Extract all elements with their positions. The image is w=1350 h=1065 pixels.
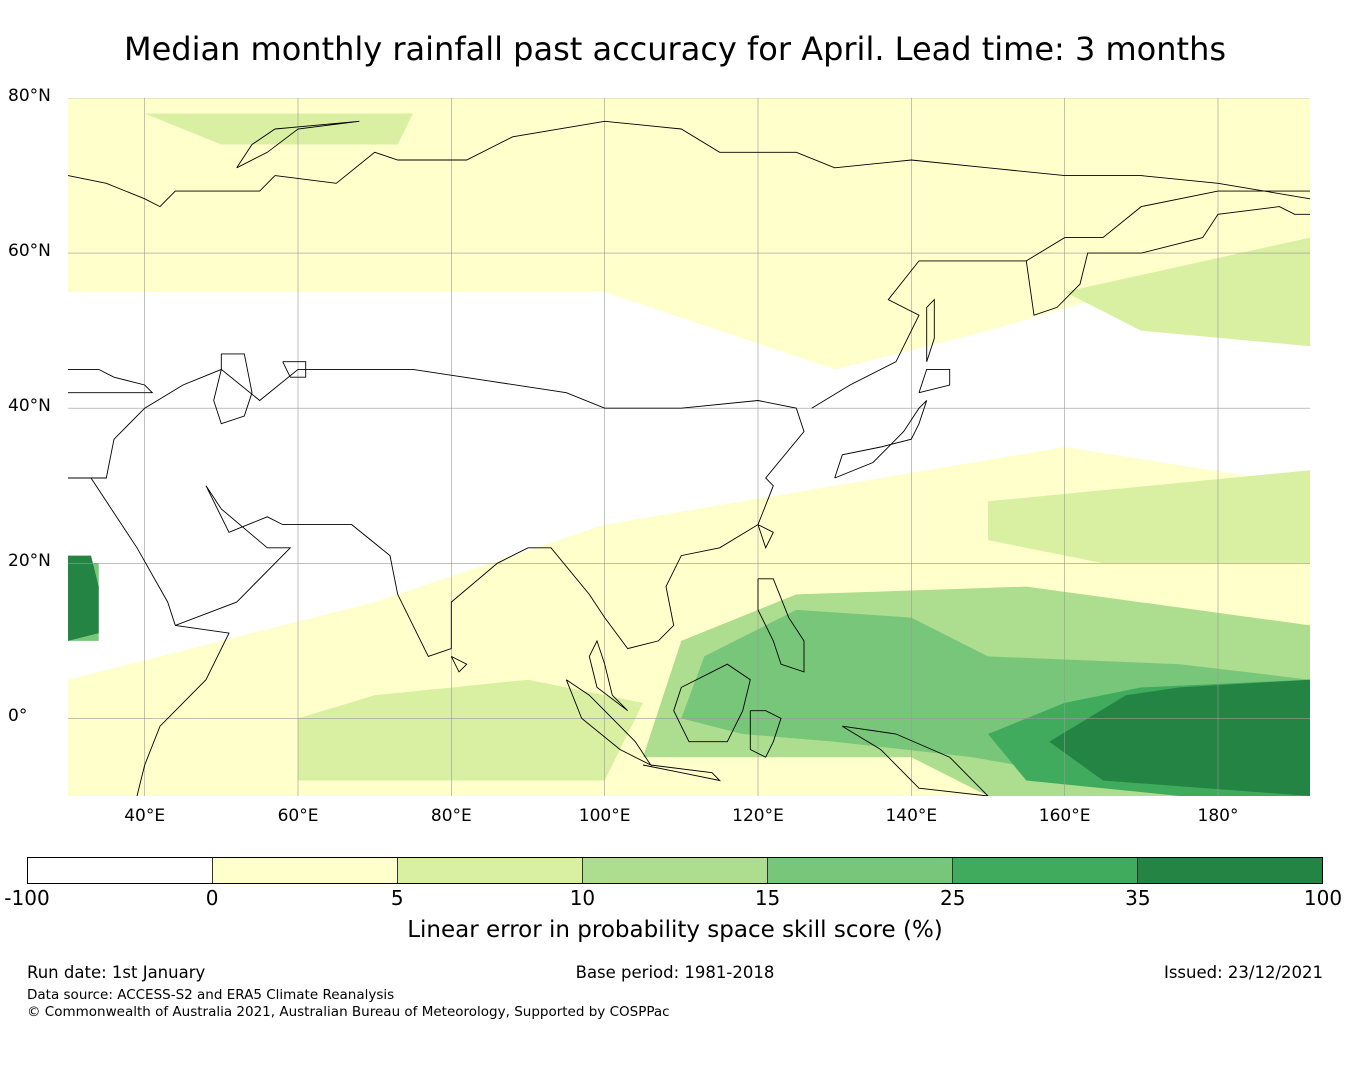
graticule-layer (68, 98, 1310, 796)
colorbar-tick-label: 100 (1303, 886, 1343, 910)
coastline-14 (274, 120, 1310, 200)
skill-map (68, 98, 1310, 796)
lon-label: 40°E (124, 806, 166, 826)
lon-label: 80°E (430, 806, 472, 826)
lon-label: 180° (1197, 806, 1239, 826)
coastline-0 (68, 368, 805, 657)
issued-date: Issued: 23/12/2021 (1163, 963, 1323, 982)
coastline-15 (68, 175, 276, 208)
coastline-18 (282, 361, 307, 378)
coastline-5 (673, 663, 751, 743)
map-panel (68, 98, 1310, 796)
colorbar-segment (768, 858, 953, 883)
colorbar-segment (583, 858, 768, 883)
coastline-4 (642, 764, 722, 782)
coastline-layer (68, 120, 1310, 796)
coastline-7 (757, 578, 805, 673)
skill-region-3 (298, 679, 643, 781)
skill-region-10 (1049, 679, 1310, 796)
colorbar-tick-label: 10 (569, 886, 596, 910)
colorbar-segment (1138, 858, 1322, 883)
copyright-notice: © Commonwealth of Australia 2021, Austra… (27, 1004, 670, 1020)
data-source: Data source: ACCESS-S2 and ERA5 Climate … (27, 987, 395, 1003)
coastline-6 (749, 710, 782, 758)
coastline-2 (588, 639, 629, 712)
map-title: Median monthly rainfall past accuracy fo… (123, 30, 1227, 68)
lat-label: 80°N (8, 86, 51, 106)
skill-region-4 (988, 470, 1310, 564)
lat-label: 0° (8, 706, 28, 727)
colorbar-tick-label: 15 (754, 886, 781, 910)
colorbar-segment (398, 858, 583, 883)
colorbar-tick-label: -100 (4, 886, 50, 910)
colorbar-tick-label: 35 (1125, 886, 1151, 910)
coastline-19 (450, 655, 468, 673)
lat-label: 20°N (8, 551, 51, 572)
coastline-16 (236, 120, 360, 169)
colorbar-tick-label: 25 (939, 886, 966, 910)
colorbar-tick-label: 5 (390, 886, 404, 910)
coastline-12 (811, 206, 1310, 409)
skill-region-11 (68, 555, 99, 641)
run-date: Run date: 1st January (27, 963, 206, 982)
coastline-8 (842, 725, 989, 796)
coastline-17 (213, 353, 253, 425)
base-period: Base period: 1981-2018 (575, 963, 775, 982)
lon-label: 160°E (1038, 806, 1091, 826)
coastline-1 (136, 624, 230, 796)
colorbar-segment (953, 858, 1138, 883)
coastline-11 (926, 298, 935, 362)
coastline-9 (834, 400, 928, 479)
skill-region-0 (68, 98, 1310, 370)
lat-label: 40°N (8, 396, 51, 417)
colorbar-label: Linear error in probability space skill … (407, 917, 943, 943)
lon-label: 60°E (277, 806, 319, 826)
skill-regions-layer (68, 98, 1310, 796)
lon-label: 140°E (885, 806, 938, 826)
coastline-22 (68, 368, 154, 394)
colorbar (27, 857, 1323, 884)
colorbar-segment (213, 858, 398, 883)
lon-label: 120°E (732, 806, 784, 826)
lat-label: 60°N (8, 241, 51, 262)
coastline-13 (1026, 190, 1310, 262)
coastline-10 (918, 368, 951, 394)
colorbar-tick-label: 0 (205, 886, 219, 910)
colorbar-segment (28, 858, 213, 883)
coastline-20 (757, 524, 774, 549)
lon-label: 100°E (578, 806, 631, 826)
skill-region-5 (1064, 237, 1310, 347)
